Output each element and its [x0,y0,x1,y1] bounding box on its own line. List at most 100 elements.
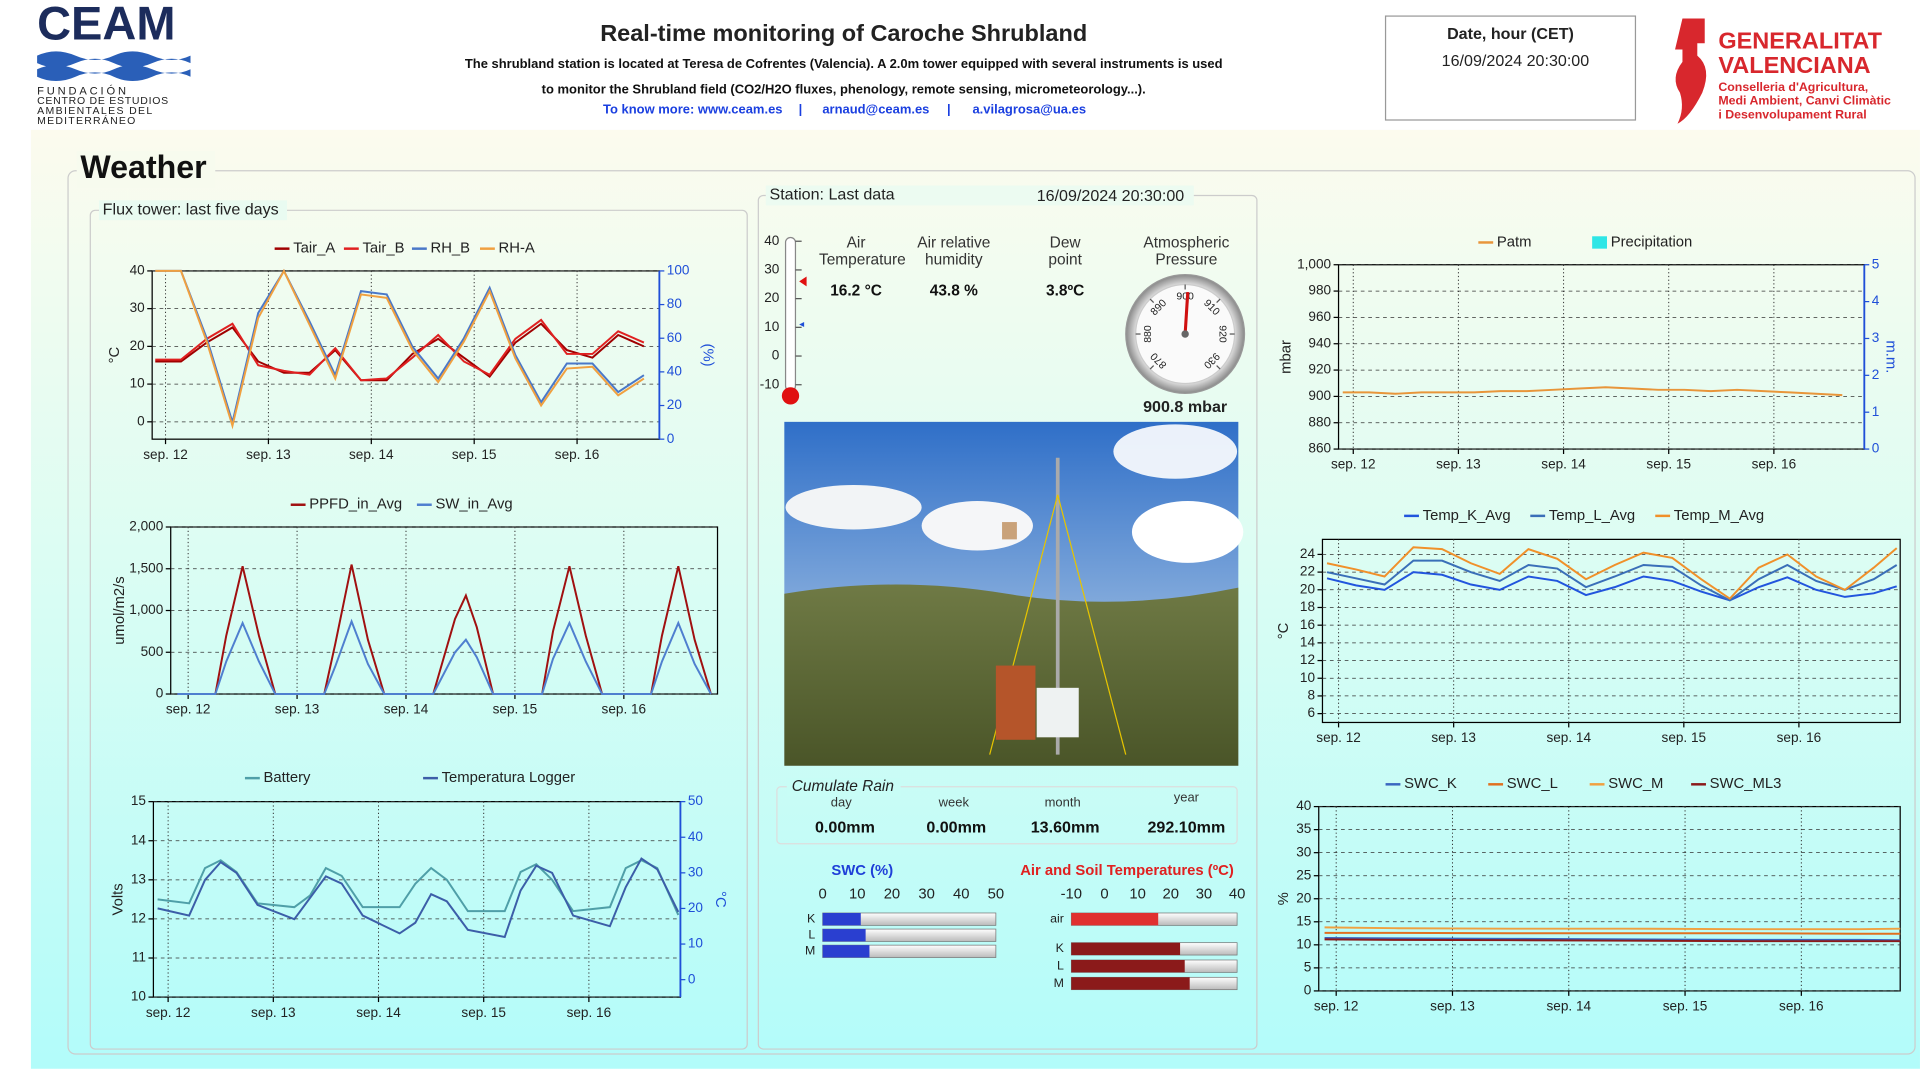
y-tick-label: 12 [131,911,146,926]
y-tick-label: 20 [1300,581,1316,596]
photo-cloud [1131,501,1244,563]
y-axis-label: °C [107,346,123,363]
x-tick-label: sep. 15 [1646,457,1691,472]
y2-tick-label: 80 [667,296,683,311]
label-bg [98,200,288,221]
ceam-line: AMBIENTALES DEL [37,105,154,117]
y-tick-label: 1,500 [129,560,163,575]
legend-label: SWC_M [1608,776,1663,792]
rain-period: day [830,795,852,811]
x-tick-label: sep. 12 [1314,999,1359,1014]
x-tick-label: sep. 16 [555,447,600,462]
y-tick-label: 880 [1308,414,1331,429]
x-tick-label: sep. 14 [356,1005,401,1020]
legend-label: Temp_L_Avg [1549,508,1635,524]
rain-period: week [938,795,969,811]
y2-tick-label: 40 [688,829,704,844]
legend-label: Tair_A [293,241,335,257]
photo-sensor [1002,522,1017,540]
photo-box [1036,687,1079,738]
gauge-tick-label: 900 [1176,291,1194,303]
photo-cloud [1113,424,1238,479]
swc-title: SWC (%) [831,863,893,879]
x-tick-label: sep. 14 [384,702,429,717]
y-tick-label: 15 [131,793,146,808]
y-axis-label: umol/m2/s [112,576,128,644]
y-axis-label: °C [1276,622,1292,639]
bar [822,912,861,926]
y2-tick-label: 100 [667,263,690,278]
gv-line: Medi Ambient, Canvi Climàtic [1718,94,1891,108]
rain-period: year [1173,790,1200,806]
series-line [155,318,645,382]
gv-emblem [1675,18,1707,124]
rain-title: Cumulate Rain [792,778,894,795]
ceam-logo: CEAM [37,0,175,50]
x-tick-label: sep. 15 [1663,999,1708,1014]
legend-label: SWC_K [1404,776,1457,792]
y2-axis-label: °C [712,891,728,908]
y-tick-label: 1,000 [1297,256,1331,271]
y-tick-label: 6 [1307,705,1315,720]
reading-label: Dew point [1048,233,1082,269]
y-tick-label: 980 [1308,283,1331,298]
photo-guy [1057,494,1127,755]
series-line [1324,936,1901,942]
y2-tick-label: 60 [667,330,683,345]
y2-tick-label: 0 [667,431,675,446]
x-tick-label: sep. 13 [1431,730,1476,745]
y-tick-label: 40 [130,263,146,278]
bar [822,929,866,942]
link[interactable]: To know more: www.ceam.es [603,102,782,117]
flux-frame [89,209,748,1050]
x-tick-label: sep. 14 [1541,457,1586,472]
reading-label: Air Temperature [818,233,906,269]
y-axis-label: Volts [111,883,127,915]
date-value: 16/09/2024 20:30:00 [1442,52,1590,70]
x-tick-label: sep. 13 [246,447,291,462]
y-tick-label: 0 [137,413,145,428]
bar [1071,912,1159,926]
y-tick-label: 40 [1296,798,1312,813]
y2-tick-label: 50 [688,793,704,808]
thermometer-max [799,276,807,287]
y2-tick-label: 3 [1872,330,1880,345]
legend-label: Precipitation [1611,234,1693,250]
bar-category: K [1056,941,1065,955]
gauge-tick [1216,298,1221,303]
legend-label: Temp_M_Avg [1674,508,1764,524]
thermometer-tick-label: 0 [772,348,780,363]
y2-tick-label: 30 [688,864,704,879]
bar [1071,942,1181,956]
series-line [1326,571,1898,602]
x-tick-label: sep. 15 [452,447,497,462]
bar [1071,977,1190,990]
y-tick-label: 30 [130,300,146,315]
x-tick-label: sep. 12 [166,702,211,717]
y-tick-label: 14 [131,832,147,847]
y-tick-label: 10 [1300,670,1316,685]
plot-area [1321,538,1901,724]
legend-label: Tair_B [362,241,404,257]
link[interactable]: arnaud@ceam.es [822,102,929,117]
y-tick-label: 30 [1296,844,1312,859]
rain-frame [776,786,1238,845]
y-tick-label: 10 [1296,936,1312,951]
thermometer-tick-label: 10 [764,319,780,334]
x-tick-label: sep. 14 [1546,730,1591,745]
x-tick-label: sep. 12 [146,1005,191,1020]
y-tick-label: 24 [1300,546,1316,561]
x-tick-label: sep. 15 [461,1005,506,1020]
link[interactable]: a.vilagrosa@ua.es [972,102,1086,117]
series-line [1324,938,1901,943]
y-tick-label: 960 [1308,309,1331,324]
y2-tick-label: 20 [688,900,704,915]
bar-category: L [1057,958,1064,972]
station-title: Station: Last data [769,186,894,204]
bar-axis-label: 20 [1163,886,1180,902]
separator: | [799,102,803,117]
x-tick-label: sep. 13 [1436,457,1481,472]
